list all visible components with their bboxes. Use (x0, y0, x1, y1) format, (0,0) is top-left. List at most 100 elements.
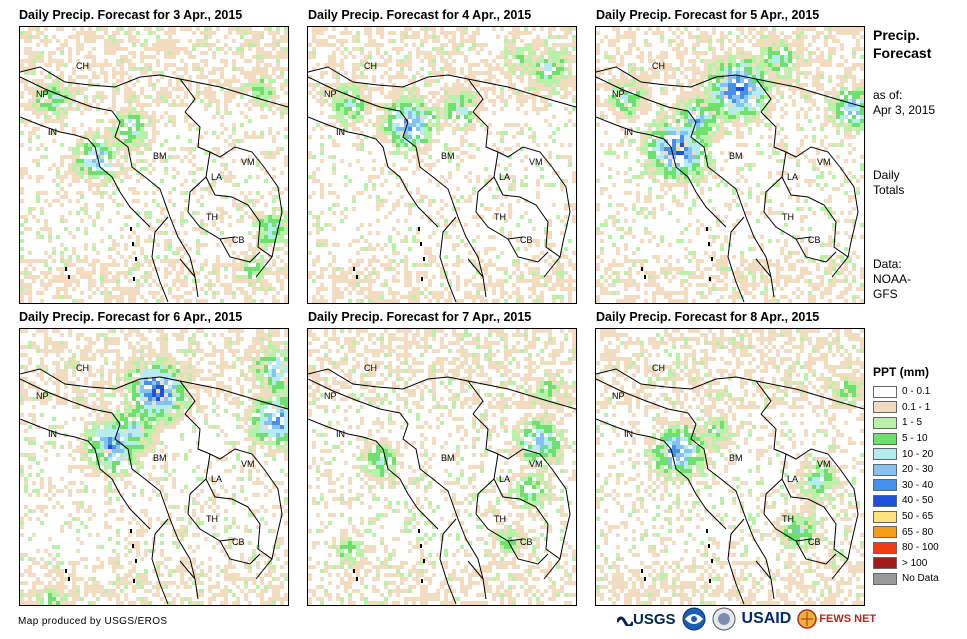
fewsnet-logo: FEWS NET (797, 609, 876, 629)
noaa-logo (682, 607, 706, 631)
vm-label: VM (241, 459, 255, 469)
legend-item: 0.1 - 1 (873, 400, 939, 416)
forecast-map-1: CH NP IN BM VM LA TH CB (19, 26, 289, 304)
ch-label: CH (364, 363, 377, 373)
cb-label: CB (520, 537, 533, 547)
legend-swatch (873, 416, 897, 429)
legend-label: 65 - 80 (902, 526, 934, 538)
ch-label: CH (76, 61, 89, 71)
legend-item: 5 - 10 (873, 431, 939, 447)
ch-label: CH (652, 61, 665, 71)
legend-label: 0.1 - 1 (902, 401, 931, 413)
forecast-map-6: CH NP IN BM VM LA TH CB (595, 328, 865, 606)
legend-swatch (873, 448, 897, 461)
forecast-map-5: CH NP IN BM VM LA TH CB (307, 328, 577, 606)
bm-label: BM (441, 151, 455, 161)
in-label: IN (624, 127, 633, 137)
forecast-map-2: CH NP IN BM VM LA TH CB (307, 26, 577, 304)
legend-item: 30 - 40 (873, 478, 939, 494)
legend-label: 10 - 20 (902, 448, 934, 460)
cb-label: CB (520, 235, 533, 245)
bm-label: BM (441, 453, 455, 463)
th-label: TH (206, 212, 218, 222)
daily-totals-line2: Totals (873, 183, 905, 197)
legend-item: > 100 (873, 556, 939, 572)
legend-label: 50 - 65 (902, 511, 934, 523)
legend-item: 80 - 100 (873, 540, 939, 556)
legend-swatch (873, 432, 897, 445)
legend-item: 1 - 5 (873, 415, 939, 431)
vm-label: VM (529, 157, 543, 167)
panel-title-2: Daily Precip. Forecast for 4 Apr., 2015 (308, 8, 532, 22)
th-label: TH (206, 514, 218, 524)
as-of-date: as of: Apr 3, 2015 (873, 88, 935, 118)
ch-label: CH (652, 363, 665, 373)
legend-swatch (873, 510, 897, 523)
data-source: Data: NOAA- GFS (873, 257, 911, 302)
legend-label: 20 - 30 (902, 464, 934, 476)
np-label: NP (324, 391, 337, 401)
usgs-logo: USGS (617, 611, 676, 628)
bm-label: BM (729, 151, 743, 161)
in-label: IN (48, 429, 57, 439)
la-label: LA (787, 474, 798, 484)
precip-field: CH NP IN BM VM LA TH CB (596, 27, 864, 303)
precip-field: CH NP IN BM VM LA TH CB (596, 329, 864, 605)
panel-title-6: Daily Precip. Forecast for 8 Apr., 2015 (596, 310, 820, 324)
th-label: TH (782, 212, 794, 222)
fewsnet-logo-text: FEWS NET (819, 613, 877, 625)
np-label: NP (324, 89, 337, 99)
panel-title-3: Daily Precip. Forecast for 5 Apr., 2015 (596, 8, 820, 22)
vm-label: VM (817, 157, 831, 167)
legend-swatch (873, 572, 897, 585)
legend-label: > 100 (902, 557, 928, 569)
legend-label: 5 - 10 (902, 433, 928, 445)
legend-label: 0 - 0.1 (902, 386, 931, 398)
in-label: IN (624, 429, 633, 439)
np-label: NP (36, 89, 49, 99)
fewsnet-globe-icon (797, 609, 818, 629)
usgs-wave-icon (617, 616, 633, 626)
legend-swatch (873, 401, 897, 414)
panel-title-4: Daily Precip. Forecast for 6 Apr., 2015 (19, 310, 243, 324)
data-source-line3: GFS (873, 287, 898, 301)
ch-label: CH (364, 61, 377, 71)
bm-label: BM (729, 453, 743, 463)
seal-icon (712, 607, 736, 631)
bm-label: BM (153, 453, 167, 463)
la-label: LA (787, 172, 798, 182)
legend-swatch (873, 494, 897, 507)
legend-swatch (873, 541, 897, 554)
legend-swatch (873, 526, 897, 539)
bm-label: BM (153, 151, 167, 161)
daily-totals: Daily Totals (873, 168, 904, 198)
forecast-title-line1: Precip. (873, 27, 920, 43)
data-source-line2: NOAA- (873, 272, 912, 286)
legend-swatch (873, 463, 897, 476)
in-label: IN (48, 127, 57, 137)
legend-item: 40 - 50 (873, 493, 939, 509)
usaid-logo: USAID (742, 610, 792, 628)
usgs-logo-text: USGS (633, 610, 676, 628)
np-label: NP (612, 89, 625, 99)
precip-field: CH NP IN BM VM LA TH CB (308, 27, 576, 303)
th-label: TH (494, 514, 506, 524)
legend-label: 40 - 50 (902, 495, 934, 507)
vm-label: VM (241, 157, 255, 167)
legend-item: 10 - 20 (873, 446, 939, 462)
cb-label: CB (808, 235, 821, 245)
forecast-title: Precip. Forecast (873, 26, 931, 62)
cb-label: CB (232, 235, 245, 245)
np-label: NP (36, 391, 49, 401)
in-label: IN (336, 429, 345, 439)
la-label: LA (499, 474, 510, 484)
forecast-map-3: CH NP IN BM VM LA TH CB (595, 26, 865, 304)
th-label: TH (494, 212, 506, 222)
precip-field: CH NP IN BM VM LA TH CB (308, 329, 576, 605)
noaa-seal-icon (682, 607, 706, 631)
doi-logo (712, 607, 736, 631)
la-label: LA (211, 474, 222, 484)
legend-label: 80 - 100 (902, 542, 939, 554)
legend-item: 20 - 30 (873, 462, 939, 478)
legend-swatch (873, 479, 897, 492)
